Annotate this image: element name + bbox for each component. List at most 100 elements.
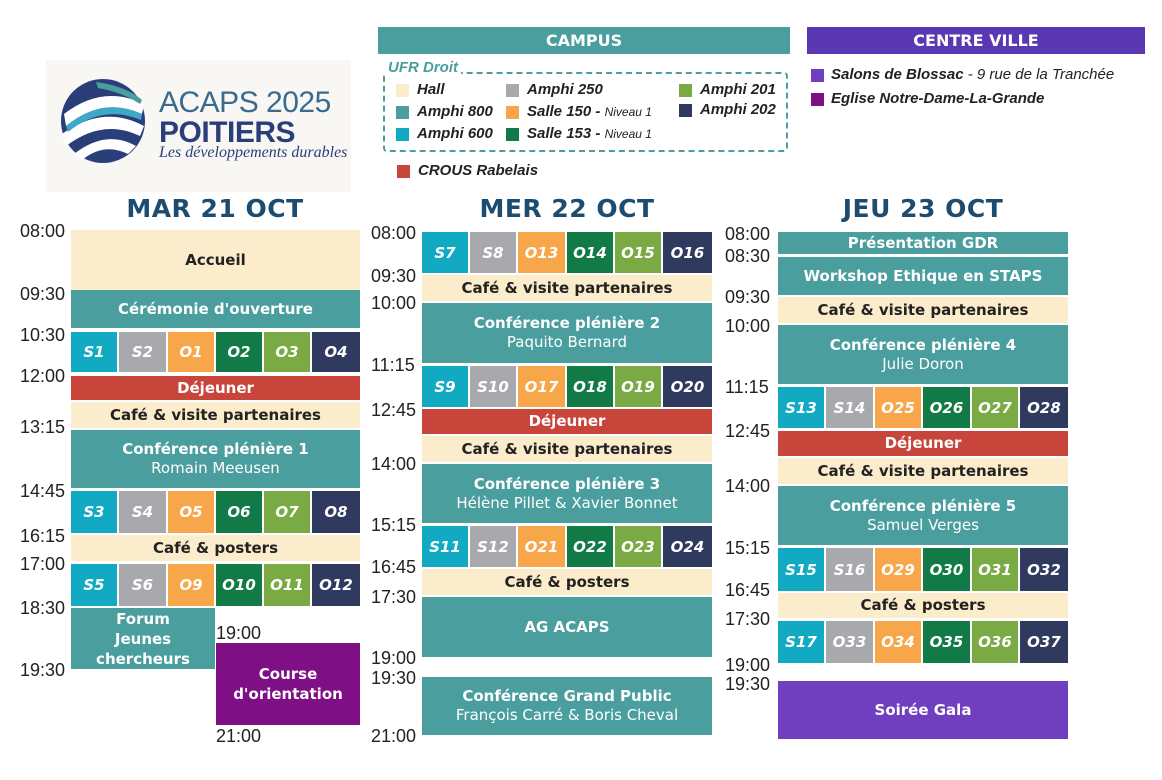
- time-label: 19:30: [371, 668, 417, 688]
- session-O5: O5: [168, 491, 216, 533]
- day-title-jeu: JEU 23 OCT: [842, 194, 1004, 223]
- legend-swatch-amphi800: [396, 106, 409, 119]
- time-label: 09:30: [371, 266, 417, 286]
- session-O27: O27: [972, 387, 1020, 428]
- ufr-label: UFR Droit: [385, 59, 461, 76]
- grand-public-block: Conférence Grand Public François Carré & …: [422, 677, 712, 735]
- legend-venue-blossac: Salons de Blossac: [831, 66, 964, 83]
- time-label: 10:00: [725, 316, 771, 336]
- session-O11: O11: [264, 564, 312, 606]
- pleniere-2-block: Conférence plénière 2 Paquito Bernard: [422, 303, 712, 363]
- session-O10: O10: [216, 564, 264, 606]
- session-O18: O18: [567, 366, 615, 407]
- time-label: 09:30: [20, 284, 66, 304]
- session-S8: S8: [470, 232, 518, 273]
- globe-logo-icon: [61, 79, 145, 163]
- session-S12: S12: [470, 526, 518, 567]
- legend-centre-header: CENTRE VILLE: [807, 27, 1145, 54]
- time-label: 17:00: [20, 554, 66, 574]
- legend-swatch-hall: [396, 84, 409, 97]
- presentation-gdr-block: Présentation GDR: [778, 232, 1068, 254]
- time-label: 17:30: [725, 609, 771, 629]
- session-O29: O29: [875, 548, 923, 591]
- ceremonie-block: Cérémonie d'ouverture: [71, 290, 360, 328]
- legend-label-crous: CROUS Rabelais: [418, 162, 539, 179]
- session-O3: O3: [264, 332, 312, 372]
- session-S1: S1: [71, 332, 119, 372]
- session-O19: O19: [615, 366, 663, 407]
- block-title: Présentation GDR: [847, 233, 999, 252]
- time-label: 13:15: [20, 417, 66, 437]
- block-speaker: Romain Meeusen: [151, 459, 280, 477]
- cafe-block: Café & visite partenaires: [422, 436, 712, 462]
- block-title: Cérémonie d'ouverture: [118, 299, 313, 318]
- time-label: 15:15: [725, 538, 771, 558]
- time-label: 09:30: [725, 287, 771, 307]
- legend-label-hall: Hall: [417, 81, 445, 98]
- time-label: 19:30: [725, 674, 771, 694]
- time-label: 10:30: [20, 325, 66, 345]
- block-title: Café & visite partenaires: [817, 300, 1029, 319]
- legend-label-blossac: Salons de Blossac - 9 rue de la Tranchée: [831, 66, 1114, 83]
- pleniere-4-block: Conférence plénière 4 Julie Doron: [778, 325, 1068, 384]
- legend-label-amphi600: Amphi 600: [417, 125, 493, 142]
- session-O9: O9: [168, 564, 216, 606]
- day-title-mer: MER 22 OCT: [479, 194, 655, 223]
- block-title: Café & visite partenaires: [817, 461, 1029, 480]
- session-O33: O33: [826, 621, 875, 663]
- block-title: Conférence plénière 1: [122, 440, 309, 458]
- session-S10: S10: [470, 366, 518, 407]
- time-label: 08:30: [725, 246, 771, 266]
- legend-address-blossac: - 9 rue de la Tranchée: [963, 66, 1115, 83]
- legend-swatch-amphi201: [679, 84, 692, 97]
- block-title: Déjeuner: [177, 378, 254, 397]
- block-title: Workshop Ethique en STAPS: [803, 266, 1043, 285]
- pleniere-1-block: Conférence plénière 1 Romain Meeusen: [71, 430, 360, 488]
- session-O22: O22: [567, 526, 615, 567]
- time-label: 12:00: [20, 366, 66, 386]
- time-label: 08:00: [725, 224, 771, 244]
- workshop-block: Workshop Ethique en STAPS: [778, 257, 1068, 295]
- time-label: 12:45: [725, 421, 771, 441]
- session-O30: O30: [923, 548, 972, 591]
- block-title: Course: [258, 665, 318, 683]
- ufr-box: [383, 72, 788, 152]
- session-O37: O37: [1020, 621, 1068, 663]
- session-S7: S7: [422, 232, 470, 273]
- cafe-block: Café & visite partenaires: [778, 297, 1068, 323]
- block-title: Conférence plénière 2: [473, 314, 661, 332]
- time-label: 12:45: [371, 400, 417, 420]
- time-label: 19:00: [371, 648, 417, 668]
- session-O16: O16: [663, 232, 712, 273]
- session-O24: O24: [663, 526, 712, 567]
- block-title: Conférence Grand Public: [462, 687, 672, 705]
- session-O32: O32: [1020, 548, 1068, 591]
- time-label: 19:00: [216, 623, 262, 643]
- block-title: Café & posters: [504, 572, 630, 591]
- time-label: 19:30: [20, 660, 66, 680]
- legend-label-amphi800: Amphi 800: [417, 103, 493, 120]
- time-label: 14:00: [371, 454, 417, 474]
- legend-swatch-crous: [397, 165, 410, 178]
- session-S3: S3: [71, 491, 119, 533]
- block-title: Café & visite partenaires: [461, 439, 673, 458]
- legend-swatch-blossac: [811, 69, 824, 82]
- legend-room-salle153: Salle 153 -: [527, 125, 605, 142]
- time-label: 15:15: [371, 515, 417, 535]
- session-O26: O26: [923, 387, 972, 428]
- forum-block: Forum Jeunes chercheurs: [71, 608, 215, 669]
- session-S13: S13: [778, 387, 826, 428]
- dejeuner-block: Déjeuner: [778, 431, 1068, 456]
- time-label: 21:00: [371, 726, 417, 746]
- cafe-block: Café & visite partenaires: [71, 402, 360, 428]
- session-O31: O31: [972, 548, 1020, 591]
- cafe-posters-block: Café & posters: [71, 535, 360, 561]
- block-title: Soirée Gala: [874, 700, 972, 719]
- block-speaker: Hélène Pillet & Xavier Bonnet: [456, 493, 678, 512]
- session-O8: O8: [312, 491, 360, 533]
- session-O6: O6: [216, 491, 264, 533]
- session-S6: S6: [119, 564, 168, 606]
- legend-swatch-salle153: [506, 128, 519, 141]
- block-speaker: Paquito Bernard: [506, 333, 628, 351]
- session-S16: S16: [826, 548, 875, 591]
